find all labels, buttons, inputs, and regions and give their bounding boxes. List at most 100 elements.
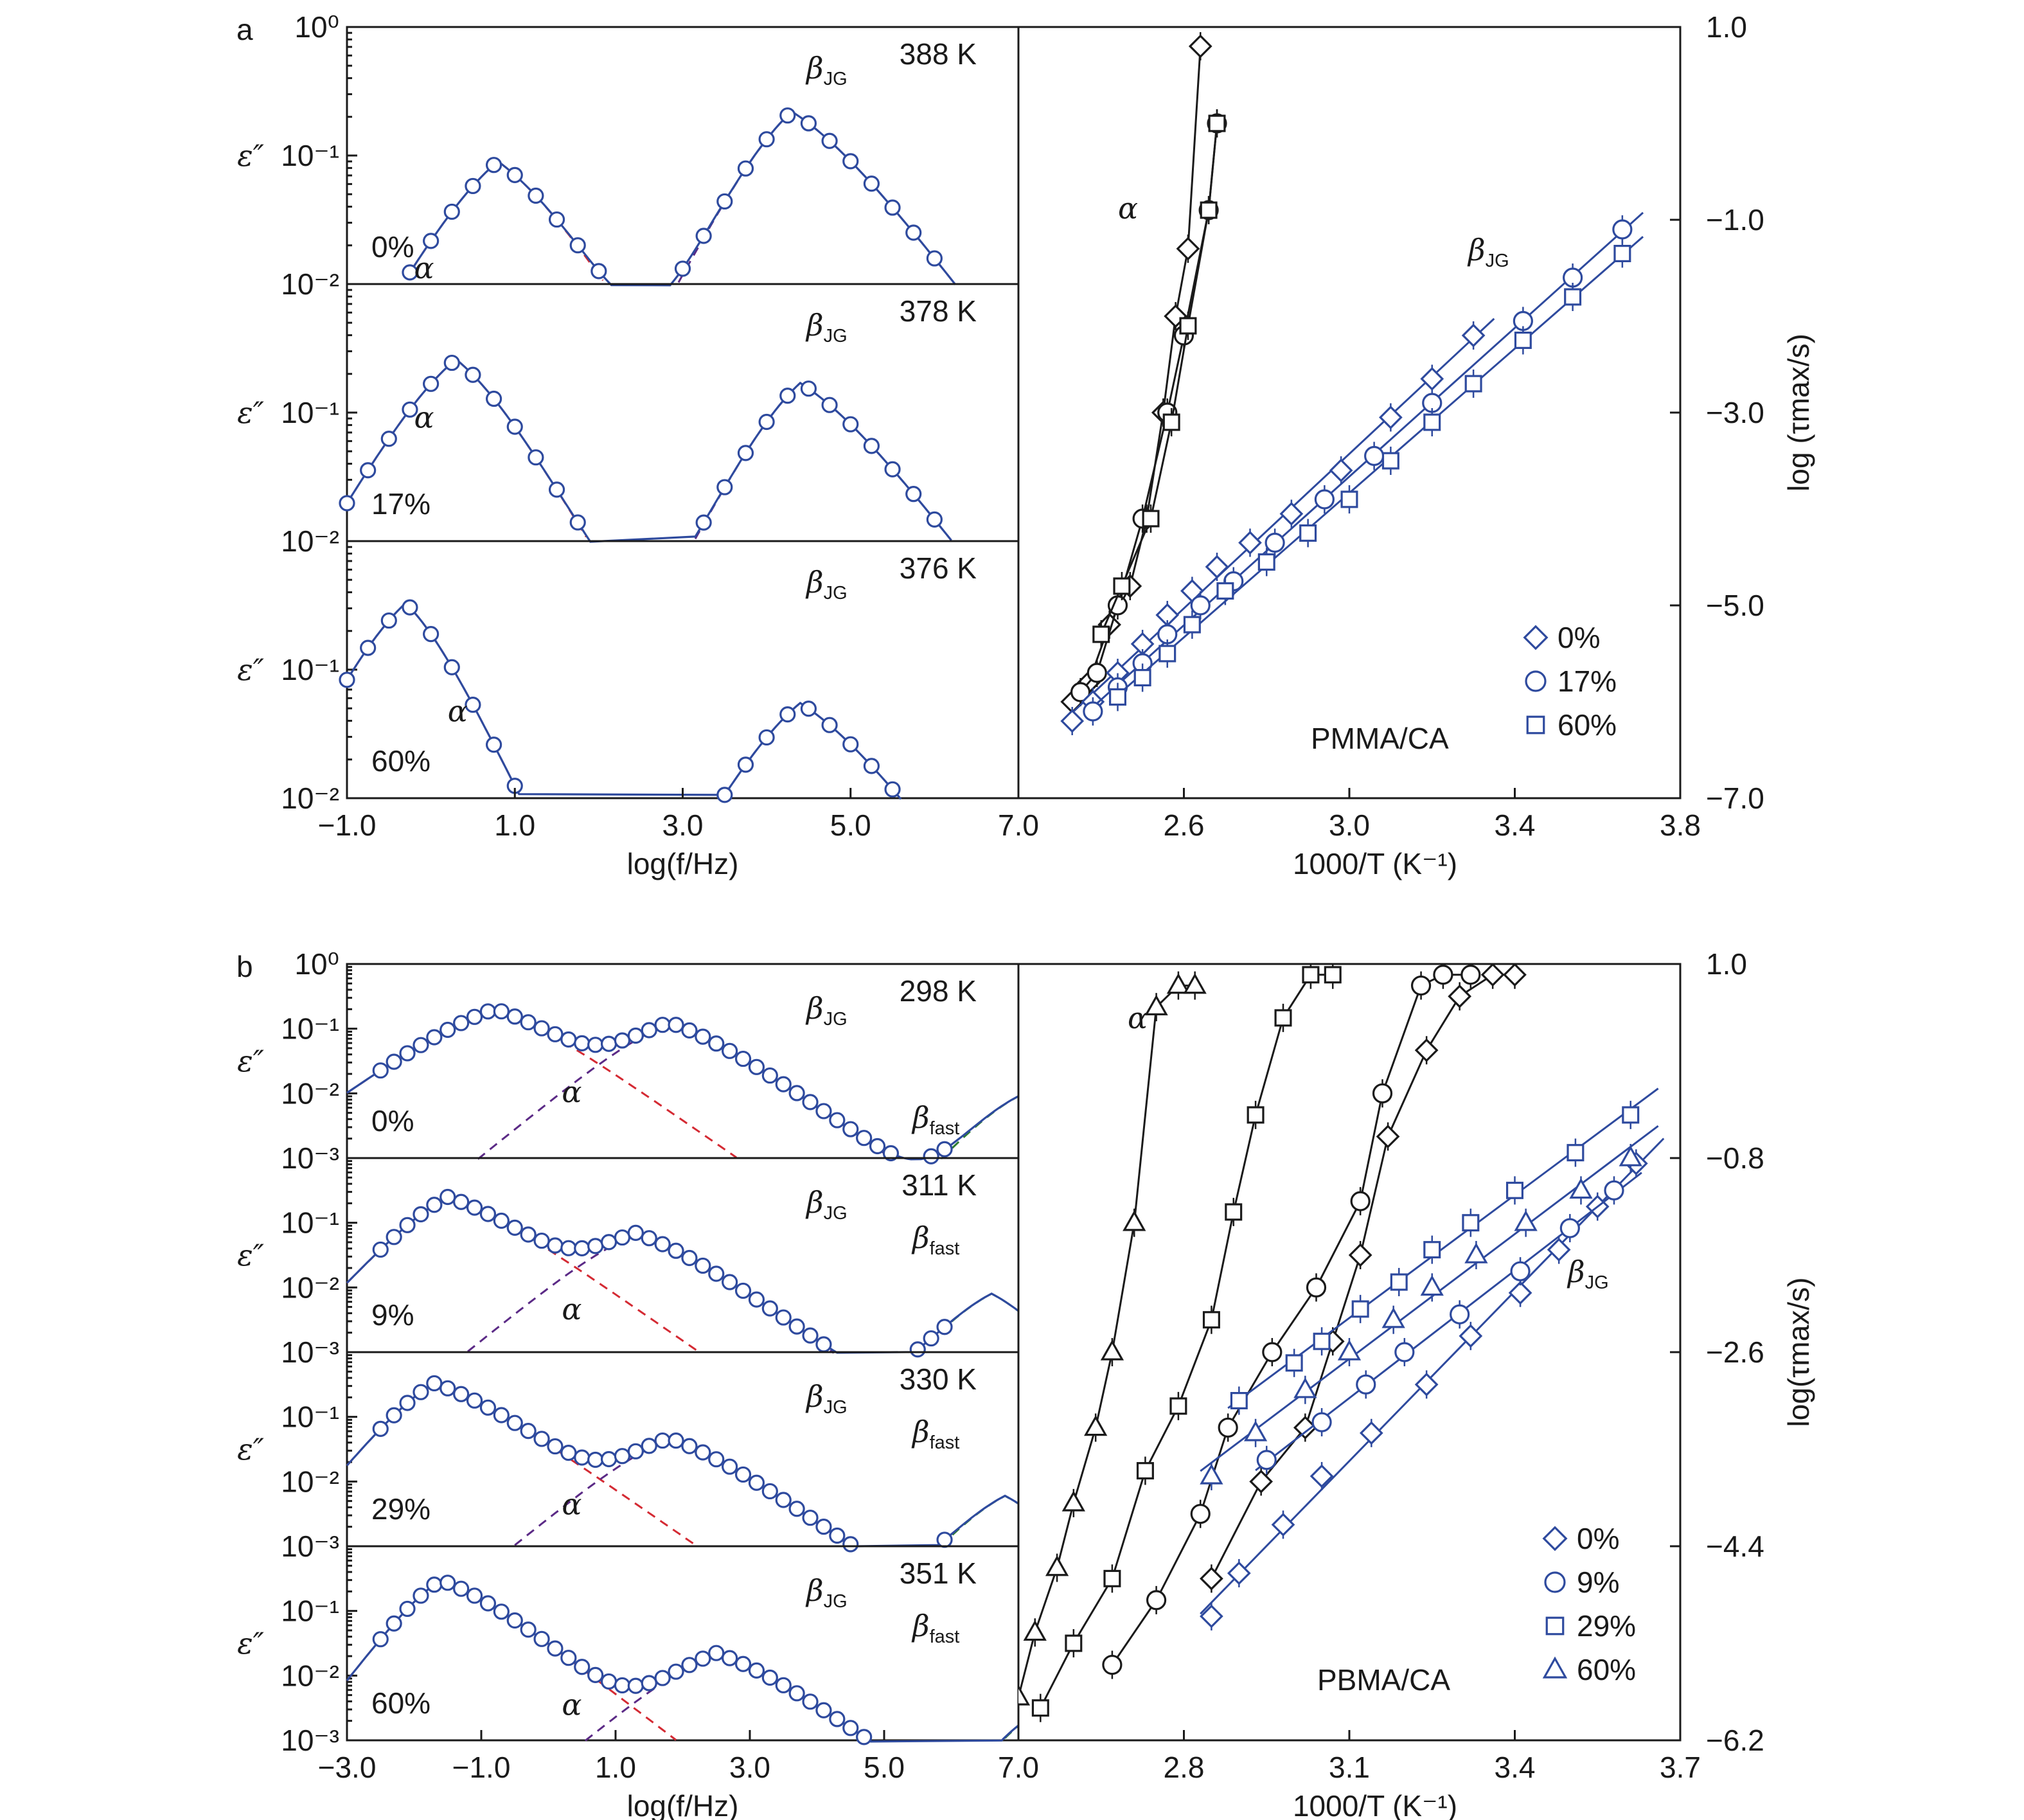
data-point	[1271, 1513, 1295, 1537]
data-point	[856, 1729, 873, 1745]
y-tick-label: 10⁻³	[281, 1724, 339, 1757]
data-point	[802, 1094, 819, 1111]
data-point	[1460, 965, 1481, 985]
y-tick-label: 10⁻¹	[281, 139, 339, 172]
data-point	[779, 388, 796, 404]
temperature-label: 376 K	[900, 551, 977, 585]
data-point	[380, 612, 397, 629]
data-point	[775, 1677, 792, 1693]
data-point	[1202, 1311, 1220, 1329]
data-point	[1420, 367, 1444, 391]
data-point	[479, 1003, 497, 1020]
data-point	[716, 787, 733, 803]
vft-fit-curve	[1211, 974, 1515, 1579]
panel-label-a: a	[236, 13, 253, 46]
data-point	[708, 1035, 725, 1052]
y-tick-label: −1.0	[1706, 203, 1764, 236]
data-point	[386, 1229, 402, 1245]
data-point	[1364, 445, 1385, 467]
fit-line	[1063, 317, 1495, 722]
data-point	[466, 1199, 483, 1216]
data-point	[574, 1240, 590, 1256]
data-point	[574, 1449, 590, 1466]
data-point	[761, 1483, 778, 1500]
data-point	[614, 1229, 631, 1246]
data-point	[413, 1587, 429, 1604]
data-point	[1200, 1604, 1223, 1628]
data-point	[863, 758, 880, 774]
data-point	[1464, 1242, 1488, 1263]
data-point	[479, 1206, 497, 1222]
data-point	[842, 1720, 859, 1736]
data-point	[614, 1677, 631, 1694]
data-point	[402, 401, 418, 418]
data-point	[923, 1148, 939, 1164]
data-point	[936, 1319, 953, 1335]
data-point	[1567, 1144, 1585, 1162]
data-point	[761, 1067, 778, 1084]
data-point	[815, 1702, 832, 1718]
data-point	[1313, 1332, 1331, 1350]
data-point	[884, 781, 901, 798]
data-point	[734, 1655, 752, 1672]
data-point	[1087, 663, 1107, 683]
data-point	[1227, 1561, 1251, 1585]
fit-line	[1083, 211, 1644, 715]
data-point	[339, 672, 355, 688]
data-point	[788, 1085, 805, 1102]
data-point	[520, 1226, 537, 1243]
data-point	[1414, 1372, 1439, 1396]
data-point	[479, 1595, 497, 1612]
legend-label: 60%	[1558, 708, 1617, 742]
data-point	[775, 1076, 792, 1093]
data-point	[1503, 964, 1527, 987]
data-point	[493, 1603, 510, 1620]
legend-marker	[1545, 1616, 1565, 1636]
beta-jg-component-curve	[467, 1233, 835, 1354]
data-point	[708, 1451, 725, 1468]
data-point	[1302, 966, 1320, 984]
data-point	[734, 1050, 752, 1067]
data-point	[1061, 1490, 1085, 1512]
alpha-label: α	[562, 1687, 581, 1722]
data-point	[788, 1501, 805, 1517]
data-point	[506, 166, 523, 183]
data-point	[1045, 1555, 1069, 1576]
x-tick-label: 7.0	[998, 808, 1039, 842]
data-point	[1183, 973, 1207, 994]
data-point	[882, 1145, 900, 1162]
composition-label: 29%	[371, 1492, 431, 1526]
data-point	[668, 1663, 684, 1680]
x-axis-label: 1000/T (K⁻¹)	[1293, 1789, 1457, 1820]
data-point	[587, 1238, 604, 1254]
data-point	[426, 1375, 443, 1392]
composition-label: 17%	[371, 487, 431, 521]
composition-label: 60%	[371, 744, 431, 778]
temperature-label: 311 K	[901, 1168, 977, 1202]
data-point	[423, 233, 439, 249]
beta-jg-annotation: βJG	[1467, 233, 1509, 271]
data-point	[1381, 452, 1399, 470]
data-point	[674, 260, 691, 277]
y-tick-label: 10⁻¹	[281, 1594, 339, 1628]
data-point	[734, 1466, 752, 1483]
data-point	[722, 1458, 738, 1475]
data-point	[775, 1492, 792, 1508]
data-point	[493, 1003, 510, 1020]
data-point	[1462, 1214, 1480, 1232]
data-point	[1265, 532, 1285, 553]
data-point	[569, 514, 586, 531]
data-point	[1200, 1463, 1223, 1485]
data-point	[1464, 375, 1482, 393]
data-point	[560, 1031, 577, 1048]
data-point	[681, 1022, 698, 1039]
x-tick-label: 5.0	[864, 1751, 905, 1784]
map-series-group	[1018, 964, 1665, 1722]
data-point	[453, 1580, 470, 1597]
system-annotation: PMMA/CA	[1311, 722, 1449, 755]
data-point	[386, 1053, 402, 1070]
data-point	[695, 514, 712, 531]
y-tick-label: 10⁰	[294, 10, 339, 44]
data-point	[842, 1536, 859, 1553]
